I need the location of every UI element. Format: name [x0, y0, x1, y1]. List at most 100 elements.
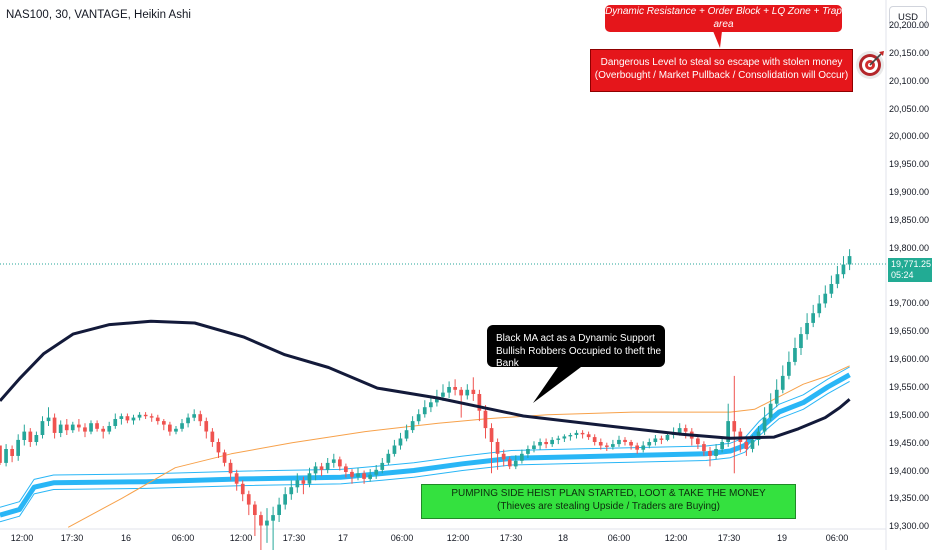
candle — [16, 434, 20, 461]
candle — [507, 456, 512, 470]
candle-body — [325, 462, 330, 470]
candle — [319, 462, 324, 477]
candle-body — [253, 504, 257, 515]
candle — [246, 490, 251, 516]
candle-body — [58, 424, 63, 433]
candle-body — [623, 439, 627, 442]
candle-body — [22, 431, 27, 440]
candle — [513, 455, 518, 470]
candle — [416, 409, 421, 425]
candle-body — [750, 439, 755, 449]
support-annotation[interactable]: Black MA act as a Dynamic Support Bullis… — [487, 325, 665, 369]
candle-body — [793, 348, 797, 362]
candle — [149, 413, 154, 422]
candle — [89, 420, 93, 435]
currency-button[interactable]: USD — [889, 6, 927, 28]
candle-body — [720, 442, 724, 449]
candle-body — [149, 416, 154, 418]
candle — [125, 413, 130, 424]
candle-body — [398, 438, 403, 446]
candle-body — [89, 423, 93, 432]
candle-body — [119, 416, 124, 419]
time-tick-label: 06:00 — [171, 533, 195, 543]
candle-body — [471, 389, 476, 394]
candle — [174, 426, 178, 435]
candle — [289, 480, 294, 500]
candle-body — [598, 442, 603, 446]
candle-body — [404, 430, 409, 439]
candle-body — [168, 424, 172, 432]
candle — [58, 420, 63, 438]
candle — [240, 480, 245, 502]
candle — [107, 421, 112, 435]
candle-body — [319, 466, 324, 470]
candle-body — [550, 439, 554, 445]
danger-annotation[interactable]: Dangerous Level to steal so escape with … — [590, 49, 853, 92]
candle-body — [465, 389, 470, 396]
candle-body — [368, 474, 372, 479]
candle-body — [192, 414, 196, 418]
candle — [350, 469, 354, 484]
orange-ma-line — [67, 365, 850, 528]
candle — [483, 405, 488, 439]
candle-body — [659, 438, 664, 440]
candle-body — [726, 421, 730, 442]
candle-body — [77, 424, 81, 428]
candle-body — [665, 435, 670, 440]
candle-body — [677, 428, 682, 433]
candle — [307, 467, 312, 488]
candle — [580, 430, 585, 439]
callout-pointer-red — [713, 31, 722, 48]
candle — [805, 313, 809, 340]
candle-body — [52, 417, 57, 433]
candle — [362, 470, 366, 484]
candle-body — [617, 439, 621, 445]
candle — [356, 467, 360, 481]
candle — [617, 435, 621, 447]
candle-body — [562, 436, 567, 439]
candle-body — [732, 421, 737, 432]
candle — [726, 403, 730, 447]
candle-body — [143, 414, 148, 417]
candle — [259, 511, 263, 550]
candle — [526, 445, 530, 458]
candle-body — [435, 396, 439, 403]
candle — [847, 249, 852, 271]
resistance-annotation[interactable]: Dynamic Resistance + Order Block + LQ Zo… — [605, 5, 842, 32]
candle-body — [520, 453, 524, 461]
candle — [768, 393, 773, 422]
candle-body — [137, 414, 142, 418]
plan-annotation[interactable]: PUMPING SIDE HEIST PLAN STARTED, LOOT & … — [421, 484, 796, 519]
candle-body — [756, 431, 761, 440]
candle-body — [817, 303, 822, 314]
candle — [410, 416, 415, 433]
candle-body — [356, 473, 360, 477]
candle — [301, 476, 306, 495]
candle — [168, 421, 172, 436]
candle-body — [271, 515, 275, 521]
time-tick-label: 17:30 — [499, 533, 523, 543]
candle — [489, 423, 494, 474]
candle — [465, 384, 470, 400]
candle — [605, 442, 609, 451]
candle-body — [331, 459, 336, 463]
price-tick-label: 20,150.00 — [889, 47, 930, 58]
candle — [10, 445, 14, 463]
candle — [556, 435, 561, 445]
price-tick-label: 19,450.00 — [889, 437, 930, 448]
candle — [641, 441, 646, 453]
time-tick-label: 06:00 — [607, 533, 631, 543]
price-tick-label: 19,600.00 — [889, 354, 930, 365]
candle-body — [374, 469, 379, 475]
candle — [708, 446, 712, 467]
callout-pointer-black — [533, 364, 585, 403]
candle-body — [386, 453, 391, 463]
orange-ma-layer — [67, 365, 850, 528]
candle — [70, 421, 75, 433]
candle-body — [708, 451, 712, 456]
candle — [222, 449, 227, 467]
candle — [683, 424, 688, 439]
candle-body — [113, 419, 118, 426]
candle — [471, 377, 476, 401]
